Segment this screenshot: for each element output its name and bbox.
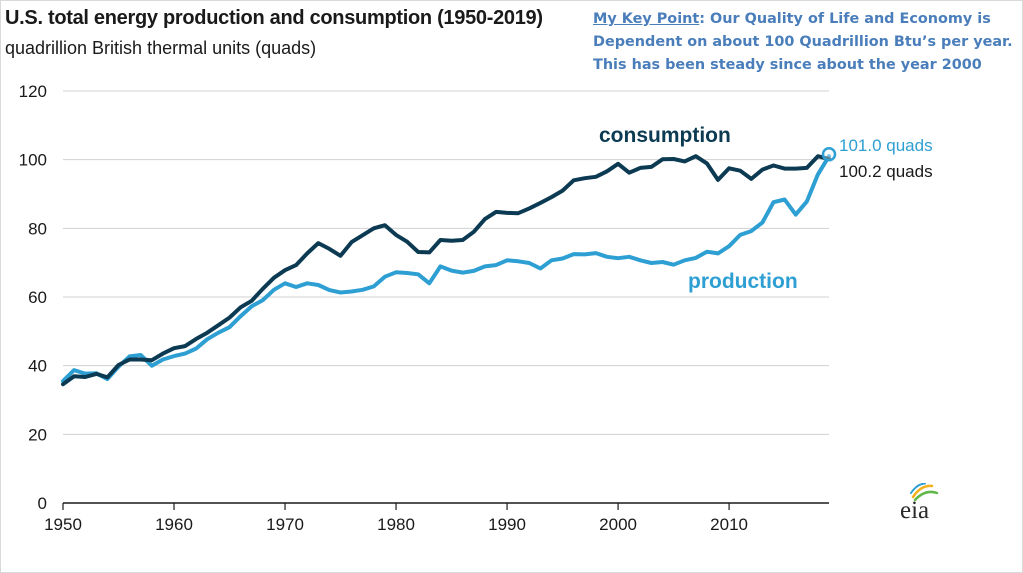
- x-tick-label: 1980: [377, 515, 415, 534]
- chart-subtitle: quadrillion British thermal units (quads…: [5, 38, 317, 58]
- eia-logo-icon: [910, 483, 939, 502]
- x-tick-label: 1990: [488, 515, 526, 534]
- y-tick-label: 0: [38, 494, 47, 513]
- y-tick-label: 20: [28, 425, 47, 444]
- y-tick-label: 60: [28, 288, 47, 307]
- production-line: [61, 154, 831, 384]
- eia-logo-text: eia: [900, 497, 930, 524]
- chart-title: U.S. total energy production and consump…: [5, 7, 543, 29]
- y-tick-label: 80: [28, 219, 47, 238]
- production-end-value: 101.0 quads: [839, 136, 933, 155]
- production-label: production: [688, 270, 798, 293]
- x-tick-label: 2010: [710, 515, 748, 534]
- axes: 0 20 40 60 80 100 120 1950 1960 1970 1980 1990 2000 2…: [19, 82, 829, 534]
- consumption-end-value: 100.2 quads: [839, 162, 933, 181]
- x-tick-label: 1950: [44, 515, 82, 534]
- consumption-line: [61, 154, 831, 387]
- y-tick-label: 100: [19, 151, 47, 170]
- y-tick-label: 120: [19, 82, 47, 101]
- series-labels: consumption production 101.0 quads 100.2 qu…: [599, 124, 933, 293]
- key-point-heading: My Key Point: [593, 11, 700, 27]
- production-end-marker: [821, 146, 837, 162]
- key-point-text: : Our Quality of Life and Economy is Dep…: [593, 11, 1013, 73]
- x-tick-label: 1960: [155, 515, 193, 534]
- x-tick-label: 1970: [266, 515, 304, 534]
- y-tick-label: 40: [28, 357, 47, 376]
- key-point-note: My Key Point: Our Quality of Life and Ec…: [593, 8, 1018, 77]
- series-lines: [61, 146, 837, 387]
- x-tick-label: 2000: [599, 515, 637, 534]
- consumption-label: consumption: [599, 124, 731, 147]
